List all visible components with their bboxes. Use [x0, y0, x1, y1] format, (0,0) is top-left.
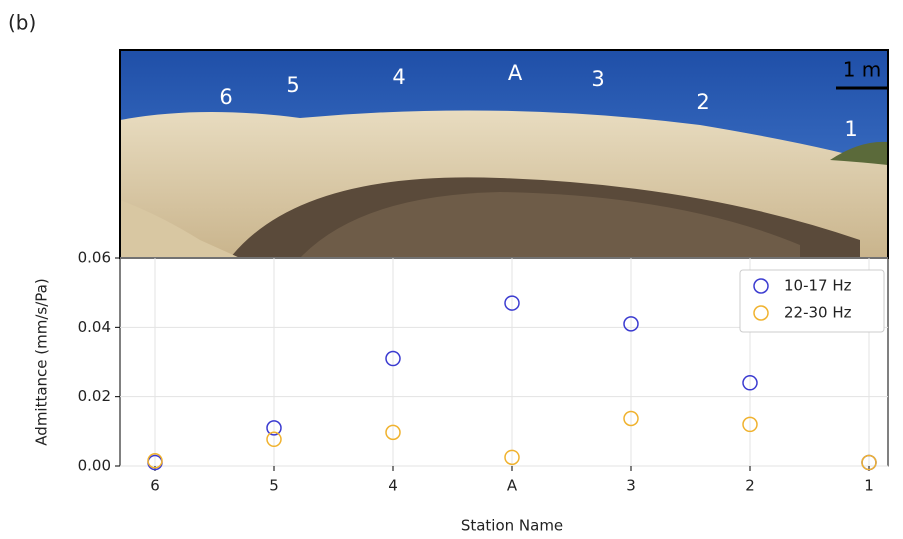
marker [385, 424, 401, 441]
legend-marker [753, 305, 769, 321]
x-tick-label: 4 [388, 477, 398, 495]
marker [504, 295, 520, 311]
legend-label: 22-30 Hz [784, 304, 852, 322]
marker [385, 350, 401, 367]
marker [504, 449, 520, 466]
y-tick-label: 0.06 [78, 249, 111, 267]
photo: 1 m [119, 49, 889, 259]
marker [861, 454, 877, 471]
x-tick-label: 1 [864, 477, 874, 495]
marker [623, 316, 639, 332]
legend-label: 10-17 Hz [784, 277, 852, 295]
photo-station-label: 3 [591, 67, 604, 91]
y-tick-label: 0.00 [78, 457, 111, 475]
panel-label: (b) [8, 11, 36, 35]
marker [742, 416, 758, 433]
photo-station-label: 1 [844, 117, 857, 141]
y-tick-label: 0.02 [78, 387, 111, 405]
legend-box [739, 269, 885, 333]
legend-marker [753, 278, 769, 294]
photo-station-label: 2 [696, 90, 709, 114]
marker [742, 375, 758, 391]
marker [147, 453, 163, 469]
legend: 10-17 Hz 22-30 Hz [739, 269, 885, 333]
x-tick-label: 5 [269, 477, 279, 495]
photo-station-label: 6 [219, 85, 232, 109]
photo-station-label: 4 [392, 65, 405, 89]
marker [266, 420, 282, 436]
y-axis-title: Admittance (mm/s/Pa) [33, 278, 51, 445]
scale-bar-label: 1 m [843, 58, 882, 82]
x-tick-label: 6 [150, 477, 160, 495]
x-axis-title: Station Name [461, 517, 563, 535]
photo-station-label: 5 [286, 73, 299, 97]
x-tick-label: 2 [745, 477, 755, 495]
x-tick-label: A [507, 477, 518, 495]
x-tick-label: 3 [626, 477, 636, 495]
marker [623, 410, 639, 427]
y-tick-label: 0.04 [78, 318, 111, 336]
photo-station-label: A [508, 61, 523, 85]
marker [266, 431, 282, 448]
